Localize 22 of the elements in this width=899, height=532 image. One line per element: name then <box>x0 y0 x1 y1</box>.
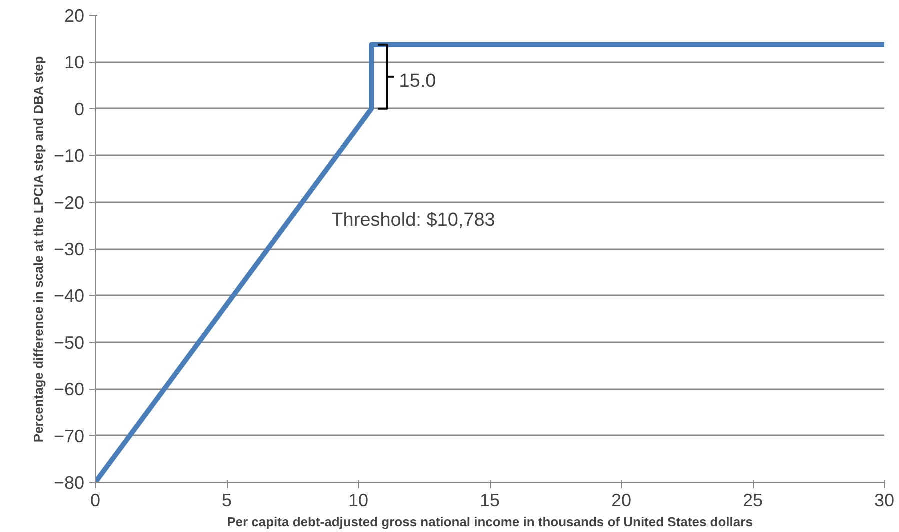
y-tick-label: −10 <box>54 146 85 166</box>
x-tick-label: 25 <box>742 490 764 510</box>
y-tick-label: 10 <box>64 52 85 73</box>
y-tick-label: −20 <box>54 192 85 213</box>
x-tick-label: 5 <box>222 490 232 510</box>
x-tick-label: 15 <box>480 490 500 510</box>
y-tick-label: −50 <box>54 332 85 353</box>
annotation: Threshold: $10,783 <box>332 210 496 231</box>
y-tick-label: 0 <box>74 99 85 120</box>
y-tick-label: −30 <box>54 240 85 260</box>
y-tick-label: −40 <box>54 286 85 306</box>
y-tick-label: −60 <box>54 380 85 400</box>
annotation: 15.0 <box>399 70 436 92</box>
y-tick-label: −80 <box>54 473 85 493</box>
x-axis-title: Per capita debt-adjusted gross national income in thousands of United States dollars <box>227 514 753 530</box>
x-tick-label: 20 <box>611 490 632 510</box>
x-tick-label: 30 <box>874 490 895 510</box>
y-axis-title: Percentage difference in scale at the LPCIA step and DBA step <box>30 56 46 443</box>
x-tick-label: 10 <box>348 490 369 510</box>
y-tick-label: 20 <box>64 6 85 26</box>
y-tick-label: −70 <box>54 426 85 446</box>
x-tick-label: 0 <box>90 490 101 510</box>
